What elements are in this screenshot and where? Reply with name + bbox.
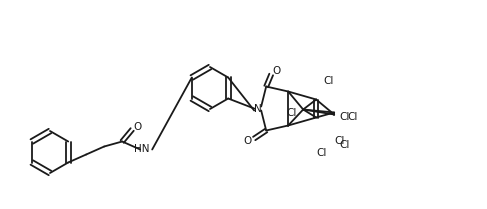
Text: O: O xyxy=(272,66,281,76)
Text: Cl: Cl xyxy=(316,148,326,158)
Text: Cl: Cl xyxy=(347,112,357,122)
Text: O: O xyxy=(243,136,251,147)
Text: Cl: Cl xyxy=(323,76,334,87)
Text: Cl: Cl xyxy=(339,139,349,149)
Text: N: N xyxy=(254,103,262,113)
Text: Cl: Cl xyxy=(339,112,349,122)
Text: O: O xyxy=(133,122,141,133)
Text: Cl: Cl xyxy=(286,107,297,117)
Text: Cl: Cl xyxy=(334,135,344,145)
Text: HN: HN xyxy=(134,144,150,154)
